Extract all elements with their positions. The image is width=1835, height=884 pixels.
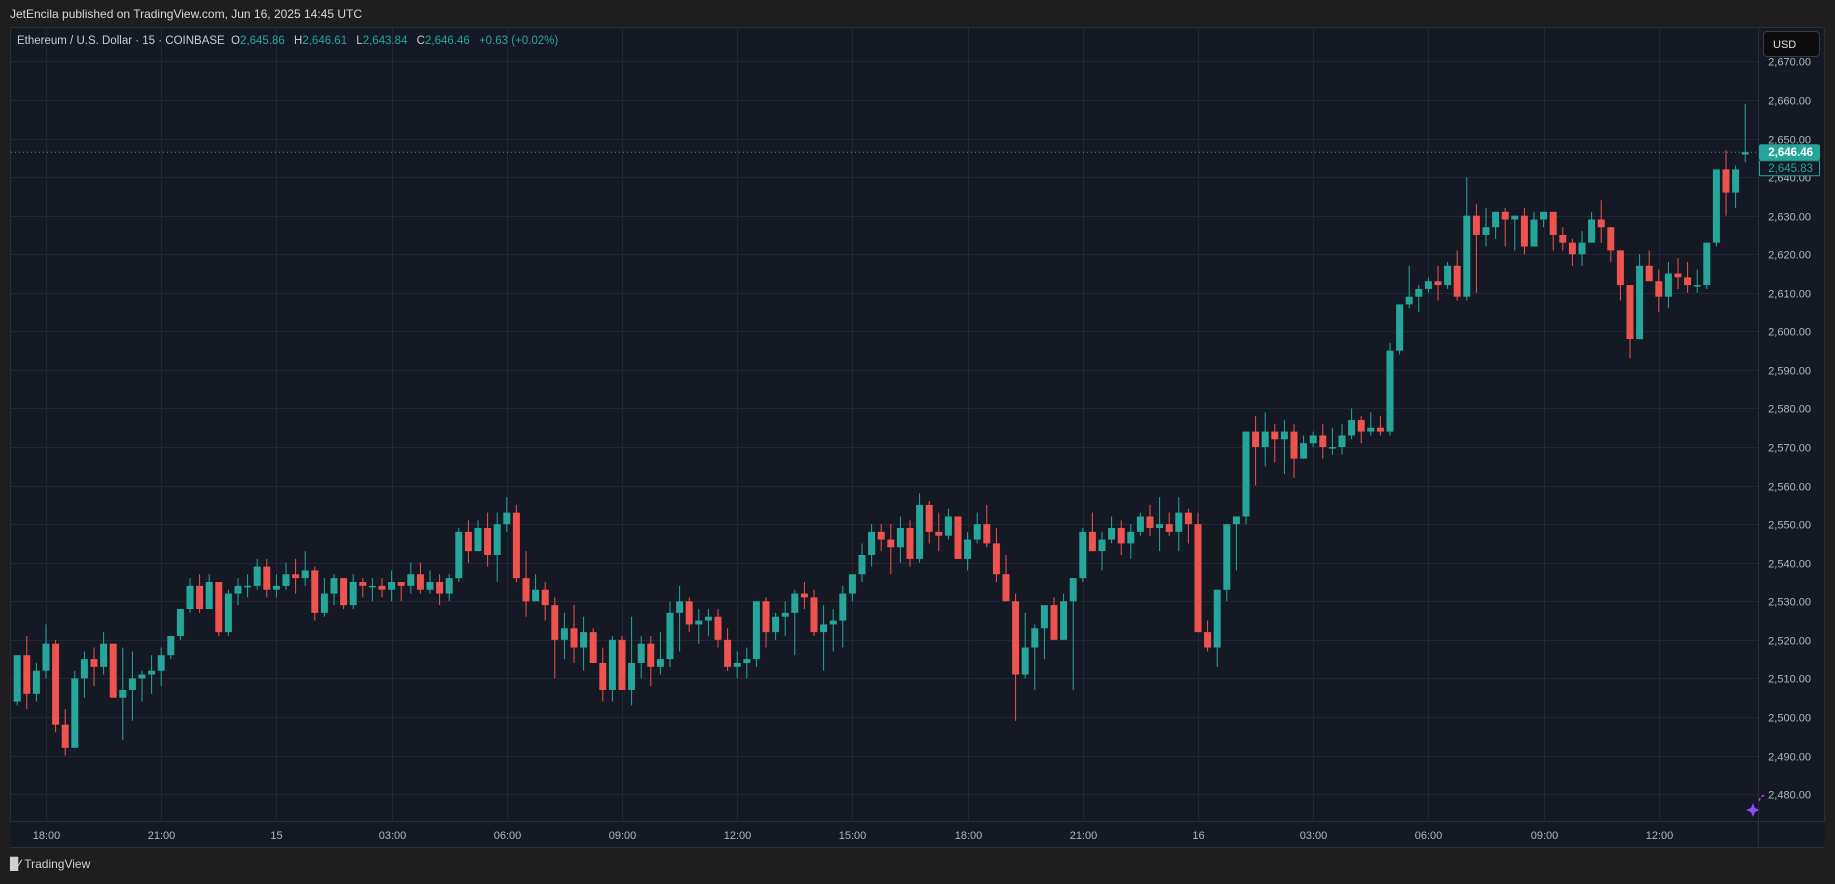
svg-text:2,620.00: 2,620.00 xyxy=(1768,250,1811,262)
high-value: 2,646.61 xyxy=(302,35,348,47)
svg-text:12:00: 12:00 xyxy=(1646,830,1674,842)
svg-text:2,590.00: 2,590.00 xyxy=(1768,366,1811,378)
svg-text:03:00: 03:00 xyxy=(379,830,407,842)
svg-text:2,480.00: 2,480.00 xyxy=(1768,790,1811,802)
brand-label: TradingView xyxy=(24,857,91,871)
svg-text:2,540.00: 2,540.00 xyxy=(1768,559,1811,571)
symbol-title[interactable]: Ethereum / U.S. Dollar · 15 · COINBASE xyxy=(17,35,225,47)
close-value: 2,646.46 xyxy=(424,35,470,47)
publish-bar: JetEncila published on TradingView.com, … xyxy=(0,0,1835,27)
svg-text:15:00: 15:00 xyxy=(839,830,867,842)
candles xyxy=(13,103,1749,756)
prev-close-tag: 2,645.83 xyxy=(1768,163,1813,175)
svg-text:2,660.00: 2,660.00 xyxy=(1768,96,1811,108)
change-value: +0.63 (+0.02%) xyxy=(478,35,559,47)
sparkle-icon[interactable] xyxy=(1746,794,1766,817)
svg-text:09:00: 09:00 xyxy=(1531,830,1559,842)
high-label: H xyxy=(294,35,303,47)
price-axis-divider xyxy=(1758,28,1759,821)
svg-text:06:00: 06:00 xyxy=(1415,830,1443,842)
svg-text:2,550.00: 2,550.00 xyxy=(1768,520,1811,532)
svg-text:2,600.00: 2,600.00 xyxy=(1768,327,1811,339)
price-tags: 2,646.46 2,645.83 xyxy=(1759,144,1820,177)
ohlc-legend: Ethereum / U.S. Dollar · 15 · COINBASE O… xyxy=(17,35,558,47)
svg-text:18:00: 18:00 xyxy=(955,830,983,842)
svg-text:2,490.00: 2,490.00 xyxy=(1768,752,1811,764)
svg-text:06:00: 06:00 xyxy=(494,830,522,842)
svg-text:2,530.00: 2,530.00 xyxy=(1768,597,1811,609)
svg-text:2,510.00: 2,510.00 xyxy=(1768,674,1811,686)
svg-text:2,670.00: 2,670.00 xyxy=(1768,57,1811,69)
svg-text:2,610.00: 2,610.00 xyxy=(1768,289,1811,301)
svg-text:09:00: 09:00 xyxy=(609,830,637,842)
svg-text:2,630.00: 2,630.00 xyxy=(1768,212,1811,224)
last-price-tag: 2,646.46 xyxy=(1768,147,1813,159)
low-label: L xyxy=(356,35,363,47)
tradingview-brand[interactable]: ▉∕ TradingView xyxy=(10,857,90,871)
open-value: 2,645.86 xyxy=(240,35,285,47)
svg-text:21:00: 21:00 xyxy=(1070,830,1098,842)
close-label: C xyxy=(416,35,425,47)
svg-text:2,570.00: 2,570.00 xyxy=(1768,443,1811,455)
low-value: 2,643.84 xyxy=(362,35,408,47)
svg-text:2,580.00: 2,580.00 xyxy=(1768,404,1811,416)
grid-lines xyxy=(11,28,1758,821)
svg-text:12:00: 12:00 xyxy=(724,830,752,842)
svg-text:2,650.00: 2,650.00 xyxy=(1768,135,1811,147)
svg-text:16: 16 xyxy=(1192,830,1204,842)
svg-text:21:00: 21:00 xyxy=(148,830,176,842)
svg-text:03:00: 03:00 xyxy=(1300,830,1328,842)
svg-text:2,560.00: 2,560.00 xyxy=(1768,482,1811,494)
svg-text:15: 15 xyxy=(270,830,282,842)
svg-text:18:00: 18:00 xyxy=(33,830,61,842)
svg-text:2,520.00: 2,520.00 xyxy=(1768,636,1811,648)
currency-button[interactable]: USD xyxy=(1763,31,1820,57)
chart-frame xyxy=(10,27,1825,822)
price-axis[interactable]: 2,480.00 2,490.00 2,500.00 2,510.00 2,520.00… xyxy=(1768,57,1811,802)
open-label: O xyxy=(231,35,241,47)
svg-text:2,500.00: 2,500.00 xyxy=(1768,713,1811,725)
tradingview-logo-icon: ▉∕ xyxy=(10,857,20,871)
published-info: JetEncila published on TradingView.com, … xyxy=(10,7,362,21)
time-axis[interactable]: 18:00 21:00 15 03:00 06:00 09:00 12:00 15:00 18:… xyxy=(10,821,1825,848)
